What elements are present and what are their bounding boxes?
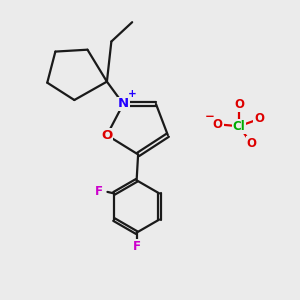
- Text: F: F: [95, 185, 103, 198]
- Text: O: O: [213, 118, 223, 131]
- Text: F: F: [133, 239, 141, 253]
- Text: −: −: [205, 110, 214, 123]
- Text: O: O: [246, 137, 256, 150]
- Text: O: O: [254, 112, 264, 125]
- Text: +: +: [128, 89, 137, 99]
- Text: O: O: [101, 129, 112, 142]
- Text: O: O: [234, 98, 244, 111]
- Text: Cl: Cl: [233, 120, 245, 133]
- Text: N: N: [118, 98, 129, 110]
